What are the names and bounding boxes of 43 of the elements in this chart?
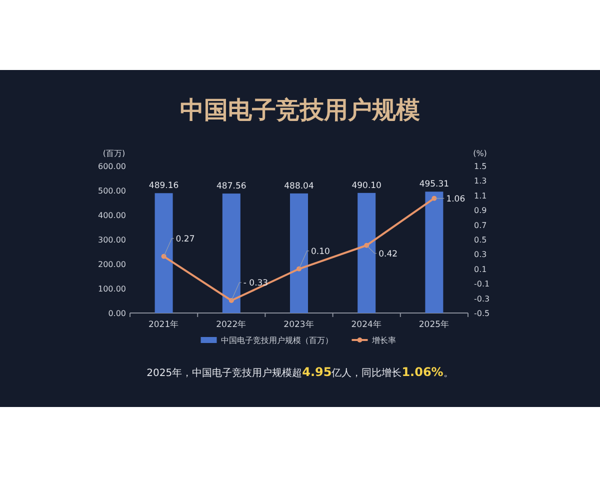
y-tick-label: 100.00 <box>98 284 126 294</box>
y2-tick-label: 0.7 <box>474 220 487 230</box>
legend-label: 中国电子竞技用户规模（百万） <box>220 336 333 345</box>
data-label: 489.16 <box>148 181 179 192</box>
data-label: 0.10 <box>311 246 330 257</box>
y-tick-label: 400.00 <box>98 211 126 220</box>
data-label: 488.04 <box>284 181 314 192</box>
point <box>364 242 370 248</box>
y-tick-label: 500.00 <box>98 186 126 196</box>
data-label: 0.27 <box>176 234 195 244</box>
y-tick-label: 600.00 <box>98 162 126 171</box>
y2-tick-label: 1.3 <box>474 176 487 186</box>
y2-tick-label: 0.9 <box>474 206 487 216</box>
y2-tick-label: 0.1 <box>474 264 487 274</box>
legend-label: 增长率 <box>370 336 396 345</box>
y-tick-label: 200.00 <box>98 260 126 269</box>
y2-tick-label: 1.5 <box>474 162 487 171</box>
x-tick-label: 2024年 <box>351 319 382 330</box>
x-tick-label: 2022年 <box>216 319 247 330</box>
data-label: 1.06 <box>446 194 466 204</box>
chart-title: 中国电子竞技用户规模 <box>180 96 420 124</box>
y2-tick-label: 0.5 <box>474 236 487 244</box>
point <box>161 254 166 259</box>
y-tick-label: 0.00 <box>108 309 126 318</box>
y2-tick-label: 1.1 <box>474 191 487 200</box>
y2-tick-label: -0.5 <box>474 309 490 318</box>
point <box>228 298 234 304</box>
data-label: 490.10 <box>352 180 382 191</box>
y2-tick-label: 0.3 <box>474 250 487 260</box>
data-label: 0.42 <box>378 249 398 260</box>
x-tick-label: 2025年 <box>418 319 450 330</box>
x-tick-label: 2021年 <box>148 319 180 330</box>
data-label: 487.56 <box>216 182 246 192</box>
y2-tick-label: -0.1 <box>474 280 490 289</box>
x-tick-label: 2023年 <box>284 319 314 330</box>
data-label: - 0.33 <box>243 278 268 289</box>
text: 2025年，中国电子竞技用户规模超4.95亿人，同比增长1.06%。 <box>146 365 454 379</box>
y-tick-label: 300.00 <box>98 236 126 244</box>
y2-axis-title: (%) <box>473 149 487 158</box>
y2-tick-label: -0.3 <box>474 294 490 304</box>
y-axis-title: (百万) <box>102 149 126 158</box>
data-label: 495.31 <box>419 180 450 190</box>
point <box>296 266 302 272</box>
